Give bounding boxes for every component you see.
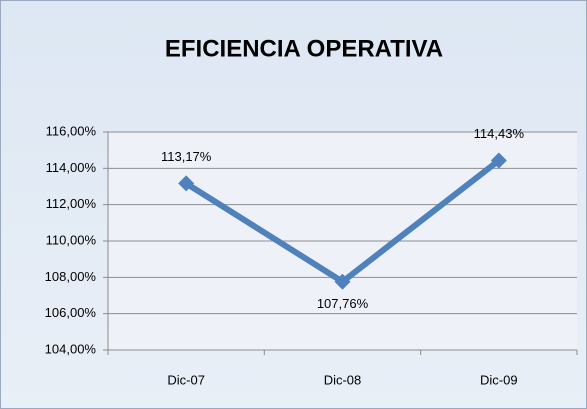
- marker: [334, 273, 351, 290]
- y-tick-label: 104,00%: [45, 341, 97, 356]
- x-tick-label: Dic-09: [480, 372, 518, 387]
- data-label: 114,43%: [474, 126, 525, 141]
- y-tick-label: 110,00%: [46, 232, 97, 247]
- x-tick-label: Dic-08: [324, 372, 362, 387]
- chart-title: EFICIENCIA OPERATIVA: [165, 35, 443, 62]
- data-label: 107,76%: [317, 296, 369, 311]
- y-tick-label: 108,00%: [45, 269, 97, 284]
- marker: [178, 175, 195, 192]
- y-tick-label: 116,00%: [46, 123, 97, 138]
- data-label: 113,17%: [161, 149, 212, 164]
- y-tick-label: 112,00%: [46, 196, 97, 211]
- y-tick-label: 114,00%: [46, 160, 97, 175]
- marker: [490, 152, 507, 169]
- x-tick-label: Dic-07: [167, 372, 205, 387]
- y-tick-label: 106,00%: [45, 305, 97, 320]
